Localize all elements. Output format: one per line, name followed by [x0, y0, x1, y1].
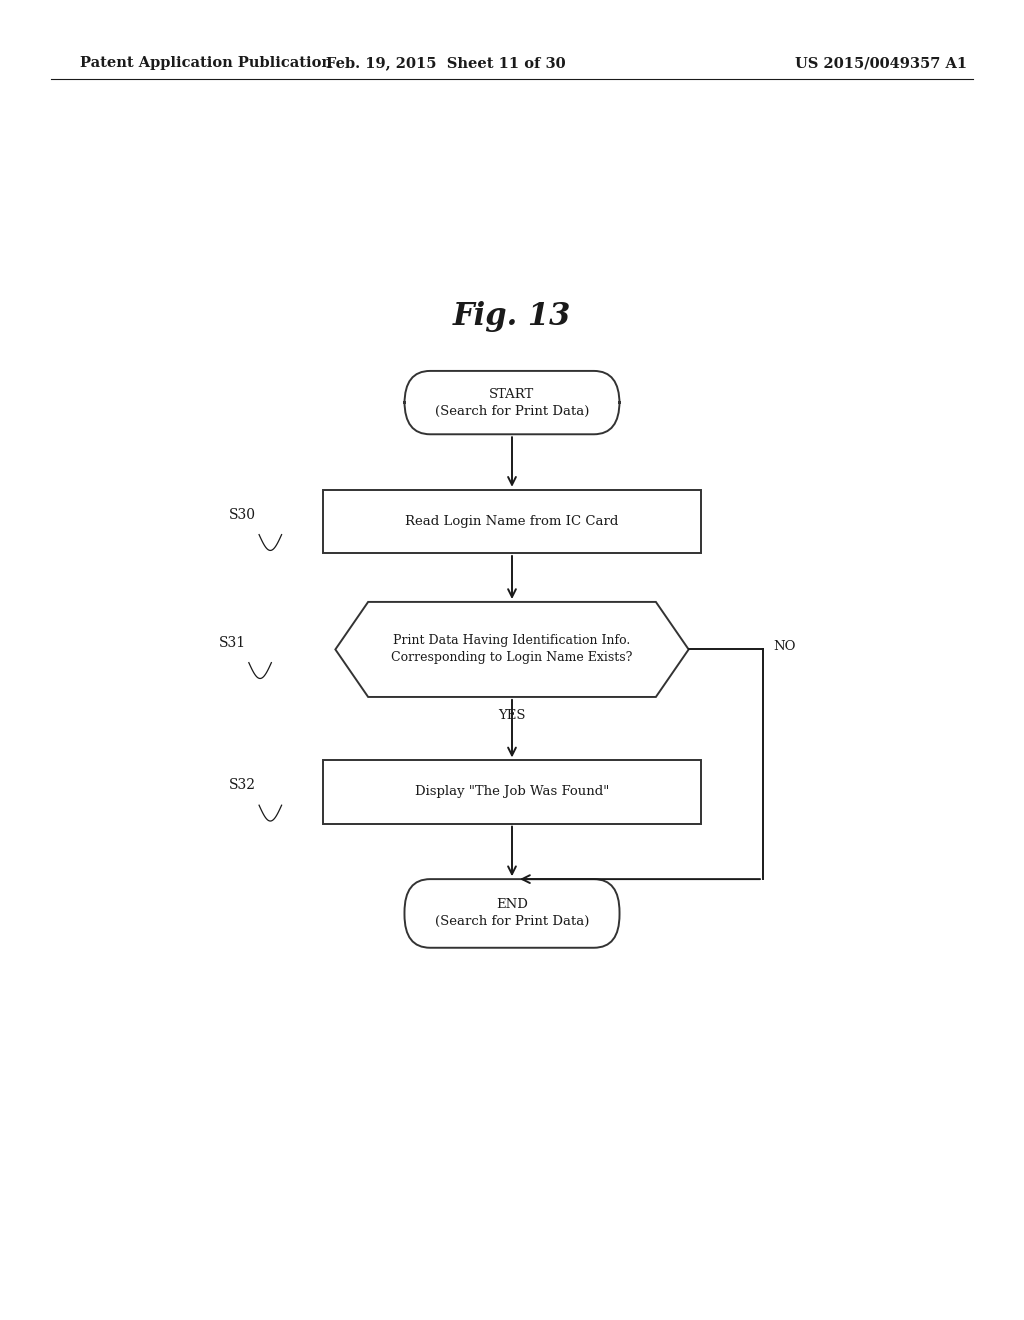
Text: Display "The Job Was Found": Display "The Job Was Found" [415, 785, 609, 799]
Text: Feb. 19, 2015  Sheet 11 of 30: Feb. 19, 2015 Sheet 11 of 30 [326, 57, 565, 70]
Bar [323, 490, 701, 553]
Bar [323, 760, 701, 824]
Text: Patent Application Publication: Patent Application Publication [80, 57, 332, 70]
Polygon shape [336, 602, 688, 697]
Text: Print Data Having Identification Info.
Corresponding to Login Name Exists?: Print Data Having Identification Info. C… [391, 635, 633, 664]
FancyBboxPatch shape [404, 371, 620, 434]
Text: Fig. 13: Fig. 13 [453, 301, 571, 333]
Text: US 2015/0049357 A1: US 2015/0049357 A1 [795, 57, 967, 70]
FancyBboxPatch shape [404, 879, 620, 948]
Text: Read Login Name from IC Card: Read Login Name from IC Card [406, 515, 618, 528]
Text: START
(Search for Print Data): START (Search for Print Data) [435, 388, 589, 417]
Text: S31: S31 [219, 636, 246, 649]
Text: END
(Search for Print Data): END (Search for Print Data) [435, 899, 589, 928]
Text: S32: S32 [229, 779, 256, 792]
Text: S30: S30 [229, 508, 256, 521]
Text: NO: NO [773, 640, 796, 653]
Text: YES: YES [499, 709, 525, 722]
